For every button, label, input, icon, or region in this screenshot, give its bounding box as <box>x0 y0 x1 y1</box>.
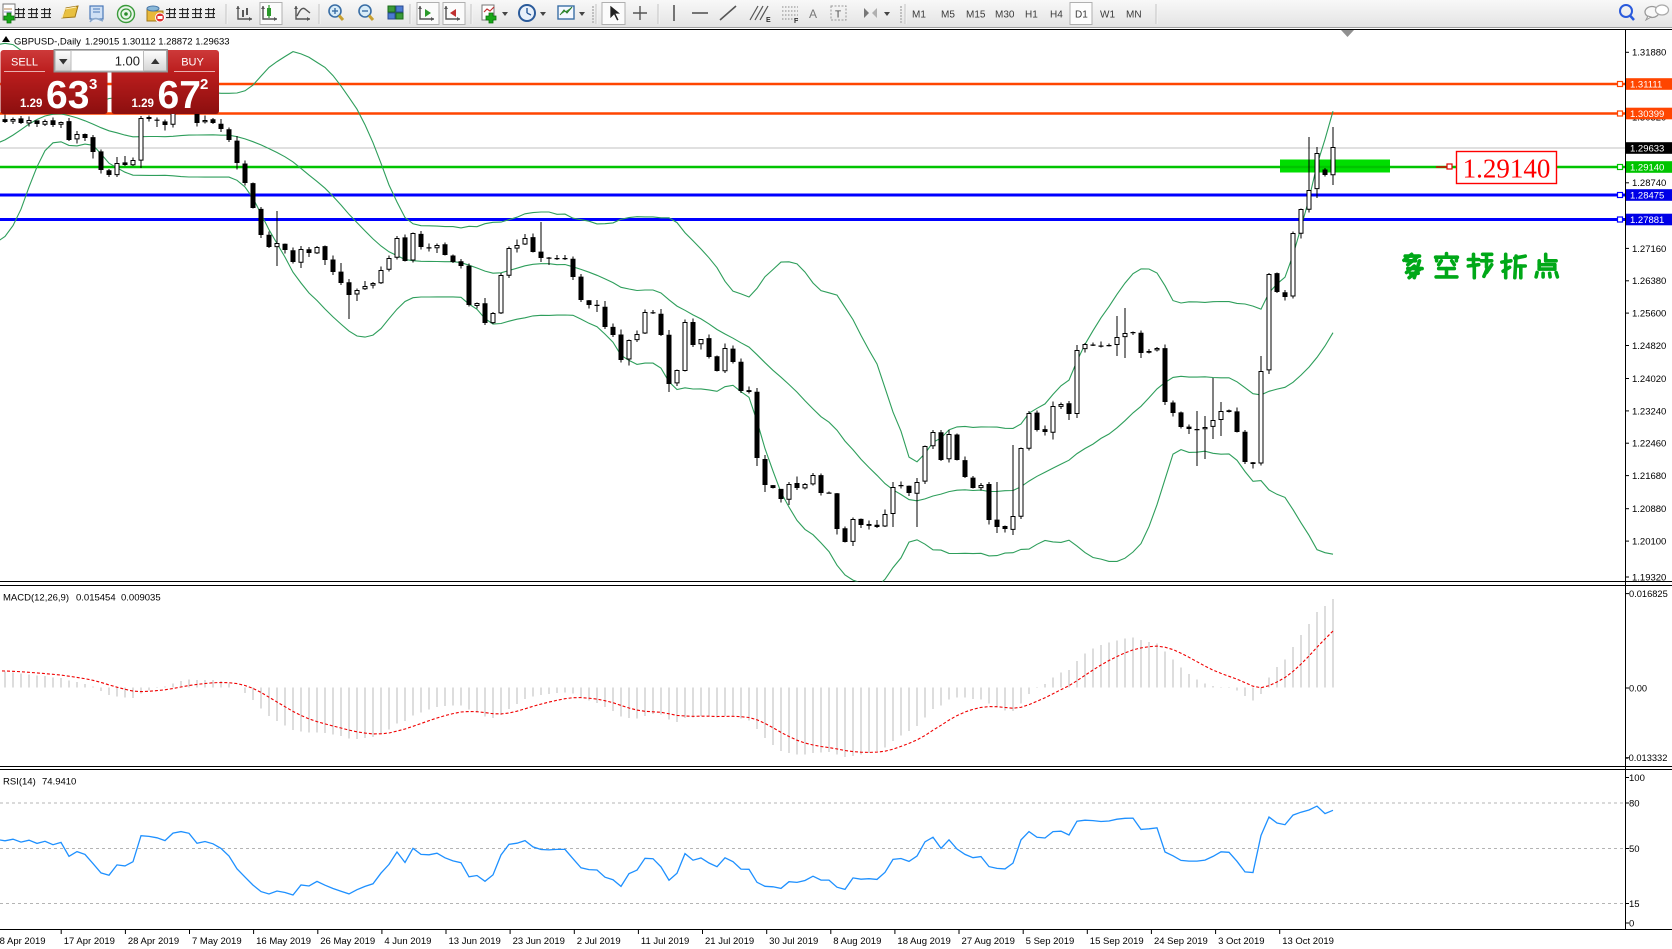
svg-text:1.29: 1.29 <box>20 98 42 110</box>
svg-text:1.27160: 1.27160 <box>1632 244 1666 255</box>
svg-text:13 Jun 2019: 13 Jun 2019 <box>449 936 501 947</box>
svg-text:26 May 2019: 26 May 2019 <box>320 936 375 947</box>
svg-text:H1: H1 <box>1025 10 1038 21</box>
svg-text:67: 67 <box>158 74 201 117</box>
svg-text:1.29140: 1.29140 <box>1463 154 1551 184</box>
svg-text:1.20880: 1.20880 <box>1632 504 1666 515</box>
svg-text:1.31880: 1.31880 <box>1632 48 1666 59</box>
svg-text:M15: M15 <box>966 10 986 21</box>
svg-text:1.24820: 1.24820 <box>1632 341 1666 352</box>
svg-text:H4: H4 <box>1050 10 1063 21</box>
svg-text:1.27881: 1.27881 <box>1630 215 1664 226</box>
svg-text:T: T <box>835 10 841 21</box>
svg-text:F: F <box>794 18 799 25</box>
svg-text:0.00: 0.00 <box>1629 683 1647 693</box>
svg-text:2: 2 <box>200 76 208 93</box>
svg-text:11 Jul 2019: 11 Jul 2019 <box>641 936 689 947</box>
svg-text:7 May 2019: 7 May 2019 <box>192 936 242 947</box>
svg-text:E: E <box>766 17 771 24</box>
svg-text:30 Jul 2019: 30 Jul 2019 <box>769 936 818 947</box>
svg-text:16 May 2019: 16 May 2019 <box>256 936 311 947</box>
svg-text:1.29140: 1.29140 <box>1630 162 1664 173</box>
svg-text:0: 0 <box>1629 918 1634 929</box>
svg-text:80: 80 <box>1629 798 1640 809</box>
svg-text:50: 50 <box>1629 844 1640 855</box>
svg-text:M30: M30 <box>995 10 1015 21</box>
svg-text:0.016825: 0.016825 <box>1629 589 1668 599</box>
svg-text:1.31111: 1.31111 <box>1630 79 1662 90</box>
svg-text:1.23240: 1.23240 <box>1632 406 1666 417</box>
svg-text:MN: MN <box>1126 10 1142 21</box>
svg-text:1.00: 1.00 <box>115 54 140 69</box>
svg-text:1.28475: 1.28475 <box>1630 190 1664 201</box>
svg-text:1.30399: 1.30399 <box>1630 109 1664 120</box>
svg-text:100: 100 <box>1629 773 1645 784</box>
svg-text:1.29015 1.30112 1.28872 1.2963: 1.29015 1.30112 1.28872 1.29633 <box>85 37 230 48</box>
svg-text:D1: D1 <box>1075 10 1088 21</box>
svg-text:3: 3 <box>89 76 97 93</box>
svg-text:A: A <box>809 7 817 21</box>
svg-text:W1: W1 <box>1100 10 1115 21</box>
svg-text:18 Aug 2019: 18 Aug 2019 <box>897 936 950 947</box>
svg-text:1.26380: 1.26380 <box>1632 276 1666 287</box>
svg-text:GBPUSD-,Daily: GBPUSD-,Daily <box>14 37 81 48</box>
svg-text:21 Jul 2019: 21 Jul 2019 <box>705 936 754 947</box>
svg-text:1.25600: 1.25600 <box>1632 309 1666 320</box>
svg-text:15: 15 <box>1629 899 1640 910</box>
svg-text:1.19320: 1.19320 <box>1632 572 1666 583</box>
svg-text:0.009035: 0.009035 <box>121 593 161 604</box>
svg-text:1.24020: 1.24020 <box>1632 374 1666 385</box>
svg-text:M1: M1 <box>912 10 926 21</box>
svg-text:15 Sep 2019: 15 Sep 2019 <box>1090 936 1144 947</box>
svg-text:M5: M5 <box>941 10 955 21</box>
svg-text:MACD(12,26,9): MACD(12,26,9) <box>3 593 69 604</box>
svg-text:BUY: BUY <box>181 57 204 69</box>
svg-text:2 Jul 2019: 2 Jul 2019 <box>577 936 621 947</box>
svg-text:RSI(14): RSI(14) <box>3 777 36 788</box>
svg-text:28 Apr 2019: 28 Apr 2019 <box>128 936 179 947</box>
svg-text:27 Aug 2019: 27 Aug 2019 <box>962 936 1015 947</box>
svg-text:5 Sep 2019: 5 Sep 2019 <box>1026 936 1075 947</box>
svg-text:1.21680: 1.21680 <box>1632 471 1666 482</box>
svg-text:SELL: SELL <box>11 57 38 69</box>
svg-text:63: 63 <box>46 74 89 117</box>
svg-text:13 Oct 2019: 13 Oct 2019 <box>1282 936 1334 947</box>
svg-text:8 Aug 2019: 8 Aug 2019 <box>833 936 881 947</box>
svg-text:17 Apr 2019: 17 Apr 2019 <box>64 936 115 947</box>
svg-text:24 Sep 2019: 24 Sep 2019 <box>1154 936 1208 947</box>
svg-text:4 Jun 2019: 4 Jun 2019 <box>384 936 431 947</box>
svg-text:8 Apr 2019: 8 Apr 2019 <box>0 936 46 947</box>
svg-text:1.28740: 1.28740 <box>1632 178 1666 189</box>
svg-text:1.29: 1.29 <box>132 98 154 110</box>
svg-text:-0.013332: -0.013332 <box>1626 753 1668 763</box>
svg-text:74.9410: 74.9410 <box>42 777 76 788</box>
svg-text:1.29633: 1.29633 <box>1630 143 1664 154</box>
svg-text:23 Jun 2019: 23 Jun 2019 <box>513 936 565 947</box>
svg-text:0.015454: 0.015454 <box>76 593 116 604</box>
svg-text:1.20100: 1.20100 <box>1632 537 1666 548</box>
svg-text:1.22460: 1.22460 <box>1632 439 1666 450</box>
svg-text:3 Oct 2019: 3 Oct 2019 <box>1218 936 1264 947</box>
